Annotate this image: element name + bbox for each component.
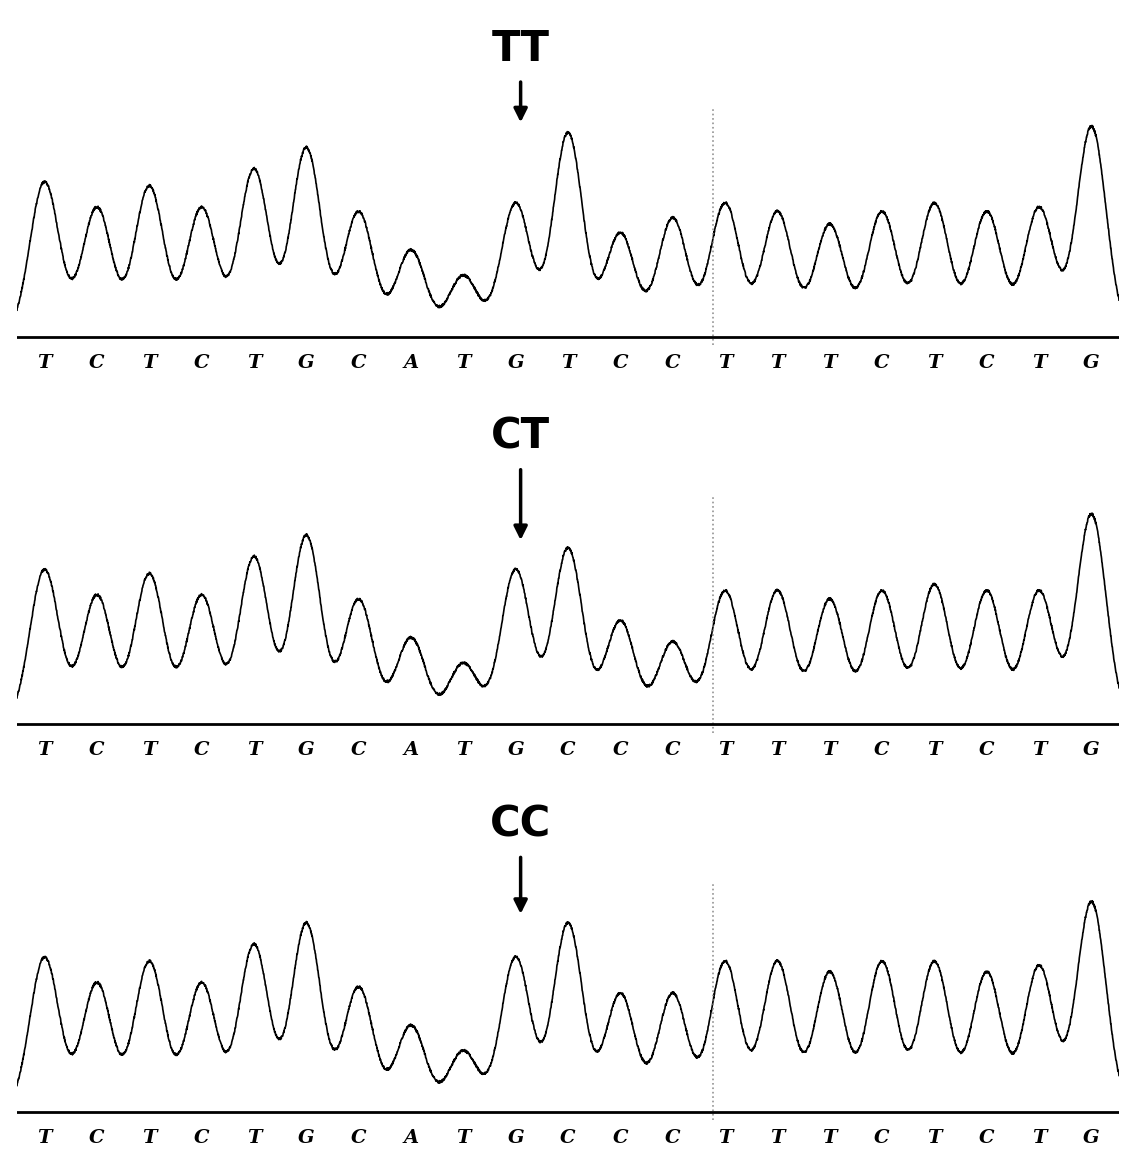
- Text: C: C: [979, 741, 994, 759]
- Text: T: T: [718, 741, 733, 759]
- Text: T: T: [822, 1129, 837, 1147]
- Text: T: T: [770, 741, 785, 759]
- Text: C: C: [194, 741, 209, 759]
- Text: C: C: [979, 1129, 994, 1147]
- Text: CC: CC: [490, 804, 551, 846]
- Text: G: G: [508, 354, 524, 371]
- Text: G: G: [508, 741, 524, 759]
- Text: C: C: [90, 354, 105, 371]
- Text: T: T: [770, 1129, 785, 1147]
- Text: T: T: [1031, 1129, 1046, 1147]
- Text: T: T: [927, 1129, 942, 1147]
- Text: T: T: [37, 1129, 52, 1147]
- Text: A: A: [403, 354, 418, 371]
- Text: C: C: [665, 741, 680, 759]
- Text: C: C: [979, 354, 994, 371]
- Text: C: C: [194, 354, 209, 371]
- Text: C: C: [351, 741, 367, 759]
- Text: T: T: [770, 354, 785, 371]
- Text: T: T: [718, 1129, 733, 1147]
- Text: G: G: [1083, 1129, 1100, 1147]
- Text: T: T: [37, 354, 52, 371]
- Text: C: C: [875, 1129, 889, 1147]
- Text: T: T: [37, 741, 52, 759]
- Text: C: C: [612, 1129, 628, 1147]
- Text: A: A: [403, 1129, 418, 1147]
- Text: G: G: [1083, 354, 1100, 371]
- Text: C: C: [351, 354, 367, 371]
- Text: T: T: [142, 354, 157, 371]
- Text: G: G: [508, 1129, 524, 1147]
- Text: C: C: [612, 354, 628, 371]
- Text: C: C: [560, 1129, 576, 1147]
- Text: C: C: [612, 741, 628, 759]
- Text: T: T: [561, 354, 575, 371]
- Text: T: T: [456, 354, 470, 371]
- Text: T: T: [822, 354, 837, 371]
- Text: T: T: [456, 741, 470, 759]
- Text: T: T: [927, 354, 942, 371]
- Text: TT: TT: [492, 28, 550, 70]
- Text: T: T: [718, 354, 733, 371]
- Text: T: T: [247, 354, 261, 371]
- Text: T: T: [142, 1129, 157, 1147]
- Text: C: C: [351, 1129, 367, 1147]
- Text: C: C: [560, 741, 576, 759]
- Text: T: T: [1031, 354, 1046, 371]
- Text: G: G: [1083, 741, 1100, 759]
- Text: T: T: [142, 741, 157, 759]
- Text: T: T: [247, 1129, 261, 1147]
- Text: T: T: [456, 1129, 470, 1147]
- Text: C: C: [665, 354, 680, 371]
- Text: C: C: [875, 741, 889, 759]
- Text: C: C: [875, 354, 889, 371]
- Text: CT: CT: [491, 415, 550, 457]
- Text: G: G: [298, 741, 315, 759]
- Text: T: T: [1031, 741, 1046, 759]
- Text: T: T: [927, 741, 942, 759]
- Text: C: C: [90, 1129, 105, 1147]
- Text: C: C: [665, 1129, 680, 1147]
- Text: C: C: [194, 1129, 209, 1147]
- Text: A: A: [403, 741, 418, 759]
- Text: T: T: [822, 741, 837, 759]
- Text: T: T: [247, 741, 261, 759]
- Text: G: G: [298, 354, 315, 371]
- Text: G: G: [298, 1129, 315, 1147]
- Text: C: C: [90, 741, 105, 759]
